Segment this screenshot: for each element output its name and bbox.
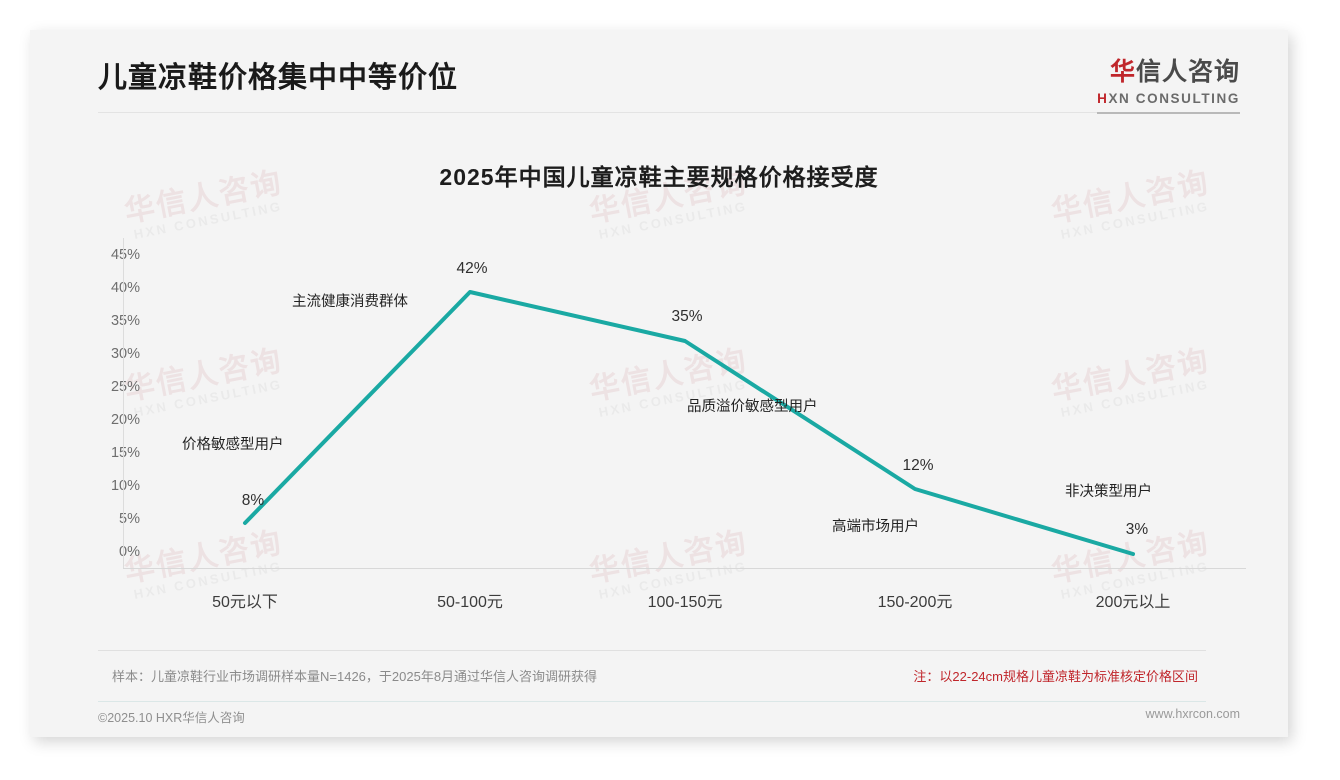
spec-note: 注：以22-24cm规格儿童凉鞋为标准核定价格区间: [913, 669, 1198, 684]
logo-cn-gray: 信人咨询: [1135, 58, 1240, 86]
slide-canvas: 华信人咨询 HXN CONSULTING 华信人咨询 HXN CONSULTIN…: [30, 30, 1288, 737]
data-label: 35%: [671, 308, 703, 325]
data-label: 12%: [902, 457, 934, 474]
website-link[interactable]: www.hxrcon.com: [1145, 707, 1240, 721]
header-divider: [98, 112, 1206, 113]
x-axis-tick: 50元以下: [212, 594, 278, 611]
y-axis-tick: 40%: [110, 280, 140, 296]
y-axis-tick: 45%: [110, 247, 140, 263]
x-axis-tick: 200元以上: [1095, 594, 1171, 611]
y-axis-tick: 0%: [119, 544, 140, 560]
x-axis-tick: 50-100元: [437, 594, 503, 611]
footnotes-divider-top: [98, 650, 1206, 651]
footnotes-block: 样本：儿童凉鞋行业市场调研样本量N=1426，于2025年8月通过华信人咨询调研…: [98, 650, 1206, 702]
footnotes-divider-bottom: [98, 701, 1206, 702]
annotation-premium-sensitive: 品质溢价敏感型用户: [687, 399, 818, 415]
line-series-svg: [243, 290, 1135, 556]
y-axis-tick: 25%: [110, 379, 140, 395]
brand-logo: 华信人咨询 HXN CONSULTING: [1097, 60, 1240, 114]
slide-header: 儿童凉鞋价格集中中等价位 华信人咨询 HXN CONSULTING: [30, 30, 1288, 114]
logo-en-red: H: [1097, 91, 1109, 106]
y-axis-tick: 20%: [110, 412, 140, 428]
line-series-path: [243, 290, 1135, 556]
y-axis-tick: 5%: [119, 511, 140, 527]
copyright-text: ©2025.10 HXR华信人咨询: [98, 711, 245, 725]
x-axis-tick: 150-200元: [877, 594, 953, 611]
x-axis-line: [123, 568, 1246, 569]
x-axis-tick: 100-150元: [647, 594, 723, 611]
sample-note: 样本：儿童凉鞋行业市场调研样本量N=1426，于2025年8月通过华信人咨询调研…: [112, 669, 598, 684]
chart-title: 2025年中国儿童凉鞋主要规格价格接受度: [439, 164, 879, 190]
y-axis-tick: 35%: [110, 313, 140, 329]
annotation-mainstream: 主流健康消费群体: [292, 294, 408, 310]
y-axis-tick: 30%: [110, 346, 140, 362]
annotation-price-sensitive: 价格敏感型用户: [182, 437, 284, 453]
logo-underline: [1097, 112, 1240, 114]
y-axis-tick: 15%: [110, 445, 140, 461]
logo-en-text: HXN CONSULTING: [1097, 91, 1240, 106]
data-label: 8%: [241, 492, 265, 509]
logo-cn-text: 华信人咨询: [1097, 60, 1240, 85]
chart-plot-area: 45% 40% 35% 30% 25% 20% 15% 10% 5% 0% 8%…: [30, 30, 1288, 737]
page-title: 儿童凉鞋价格集中中等价位: [98, 62, 459, 94]
y-axis-line: [123, 238, 124, 568]
data-label: 42%: [456, 260, 488, 277]
annotation-high-end: 高端市场用户: [832, 519, 919, 535]
y-axis-tick: 10%: [110, 478, 140, 494]
data-label: 3%: [1125, 521, 1149, 538]
logo-cn-red: 华: [1109, 58, 1136, 86]
slide-footer: ©2025.10 HXR华信人咨询 www.hxrcon.com: [30, 697, 1288, 737]
logo-en-rest: XN CONSULTING: [1108, 91, 1240, 106]
annotation-non-decision: 非决策型用户: [1065, 484, 1152, 500]
